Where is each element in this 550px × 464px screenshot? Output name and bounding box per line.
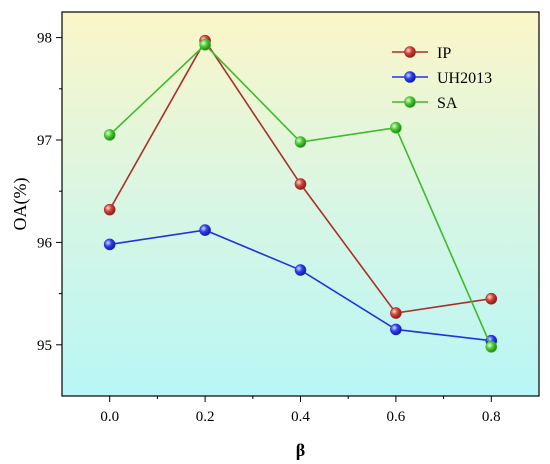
x-axis-title: β: [296, 440, 305, 460]
data-point: [103, 129, 116, 141]
y-tick-label: 97: [37, 133, 53, 149]
data-point: [103, 238, 116, 251]
data-point: [485, 341, 498, 353]
legend-label: UH2013: [437, 70, 492, 87]
series-layer: [103, 34, 498, 353]
legend-marker: [404, 71, 416, 83]
legend: IP UH2013 SA: [392, 45, 492, 112]
legend-item: IP: [392, 45, 451, 62]
data-point: [390, 323, 402, 336]
y-tick-label: 98: [37, 31, 52, 47]
y-axis-ticks: 95 96 97 98: [37, 31, 62, 354]
x-tick-label: 0.2: [196, 409, 215, 425]
x-tick-label: 0.0: [100, 409, 119, 425]
plot-background: [62, 12, 539, 396]
data-point: [103, 203, 116, 216]
legend-marker: [404, 96, 416, 108]
data-point: [485, 292, 498, 305]
data-point: [390, 307, 402, 319]
data-point: [294, 136, 307, 148]
x-axis-ticks: 0.0 0.2 0.4 0.6 0.8: [100, 396, 501, 425]
data-point: [390, 121, 402, 134]
legend-label: IP: [437, 45, 451, 62]
data-point: [199, 224, 211, 236]
legend-item: SA: [392, 95, 458, 112]
series-sa: [103, 38, 498, 353]
data-point: [294, 264, 307, 276]
x-tick-label: 0.6: [387, 409, 406, 425]
legend-marker: [404, 46, 416, 58]
y-axis-title: OA(%): [10, 178, 31, 231]
data-point: [294, 178, 307, 190]
y-tick-label: 96: [37, 235, 53, 251]
data-point: [199, 38, 211, 51]
x-tick-label: 0.4: [291, 409, 310, 425]
x-tick-label: 0.8: [482, 409, 501, 425]
legend-item: UH2013: [392, 70, 492, 87]
y-tick-label: 95: [37, 338, 52, 354]
legend-label: SA: [437, 95, 458, 112]
